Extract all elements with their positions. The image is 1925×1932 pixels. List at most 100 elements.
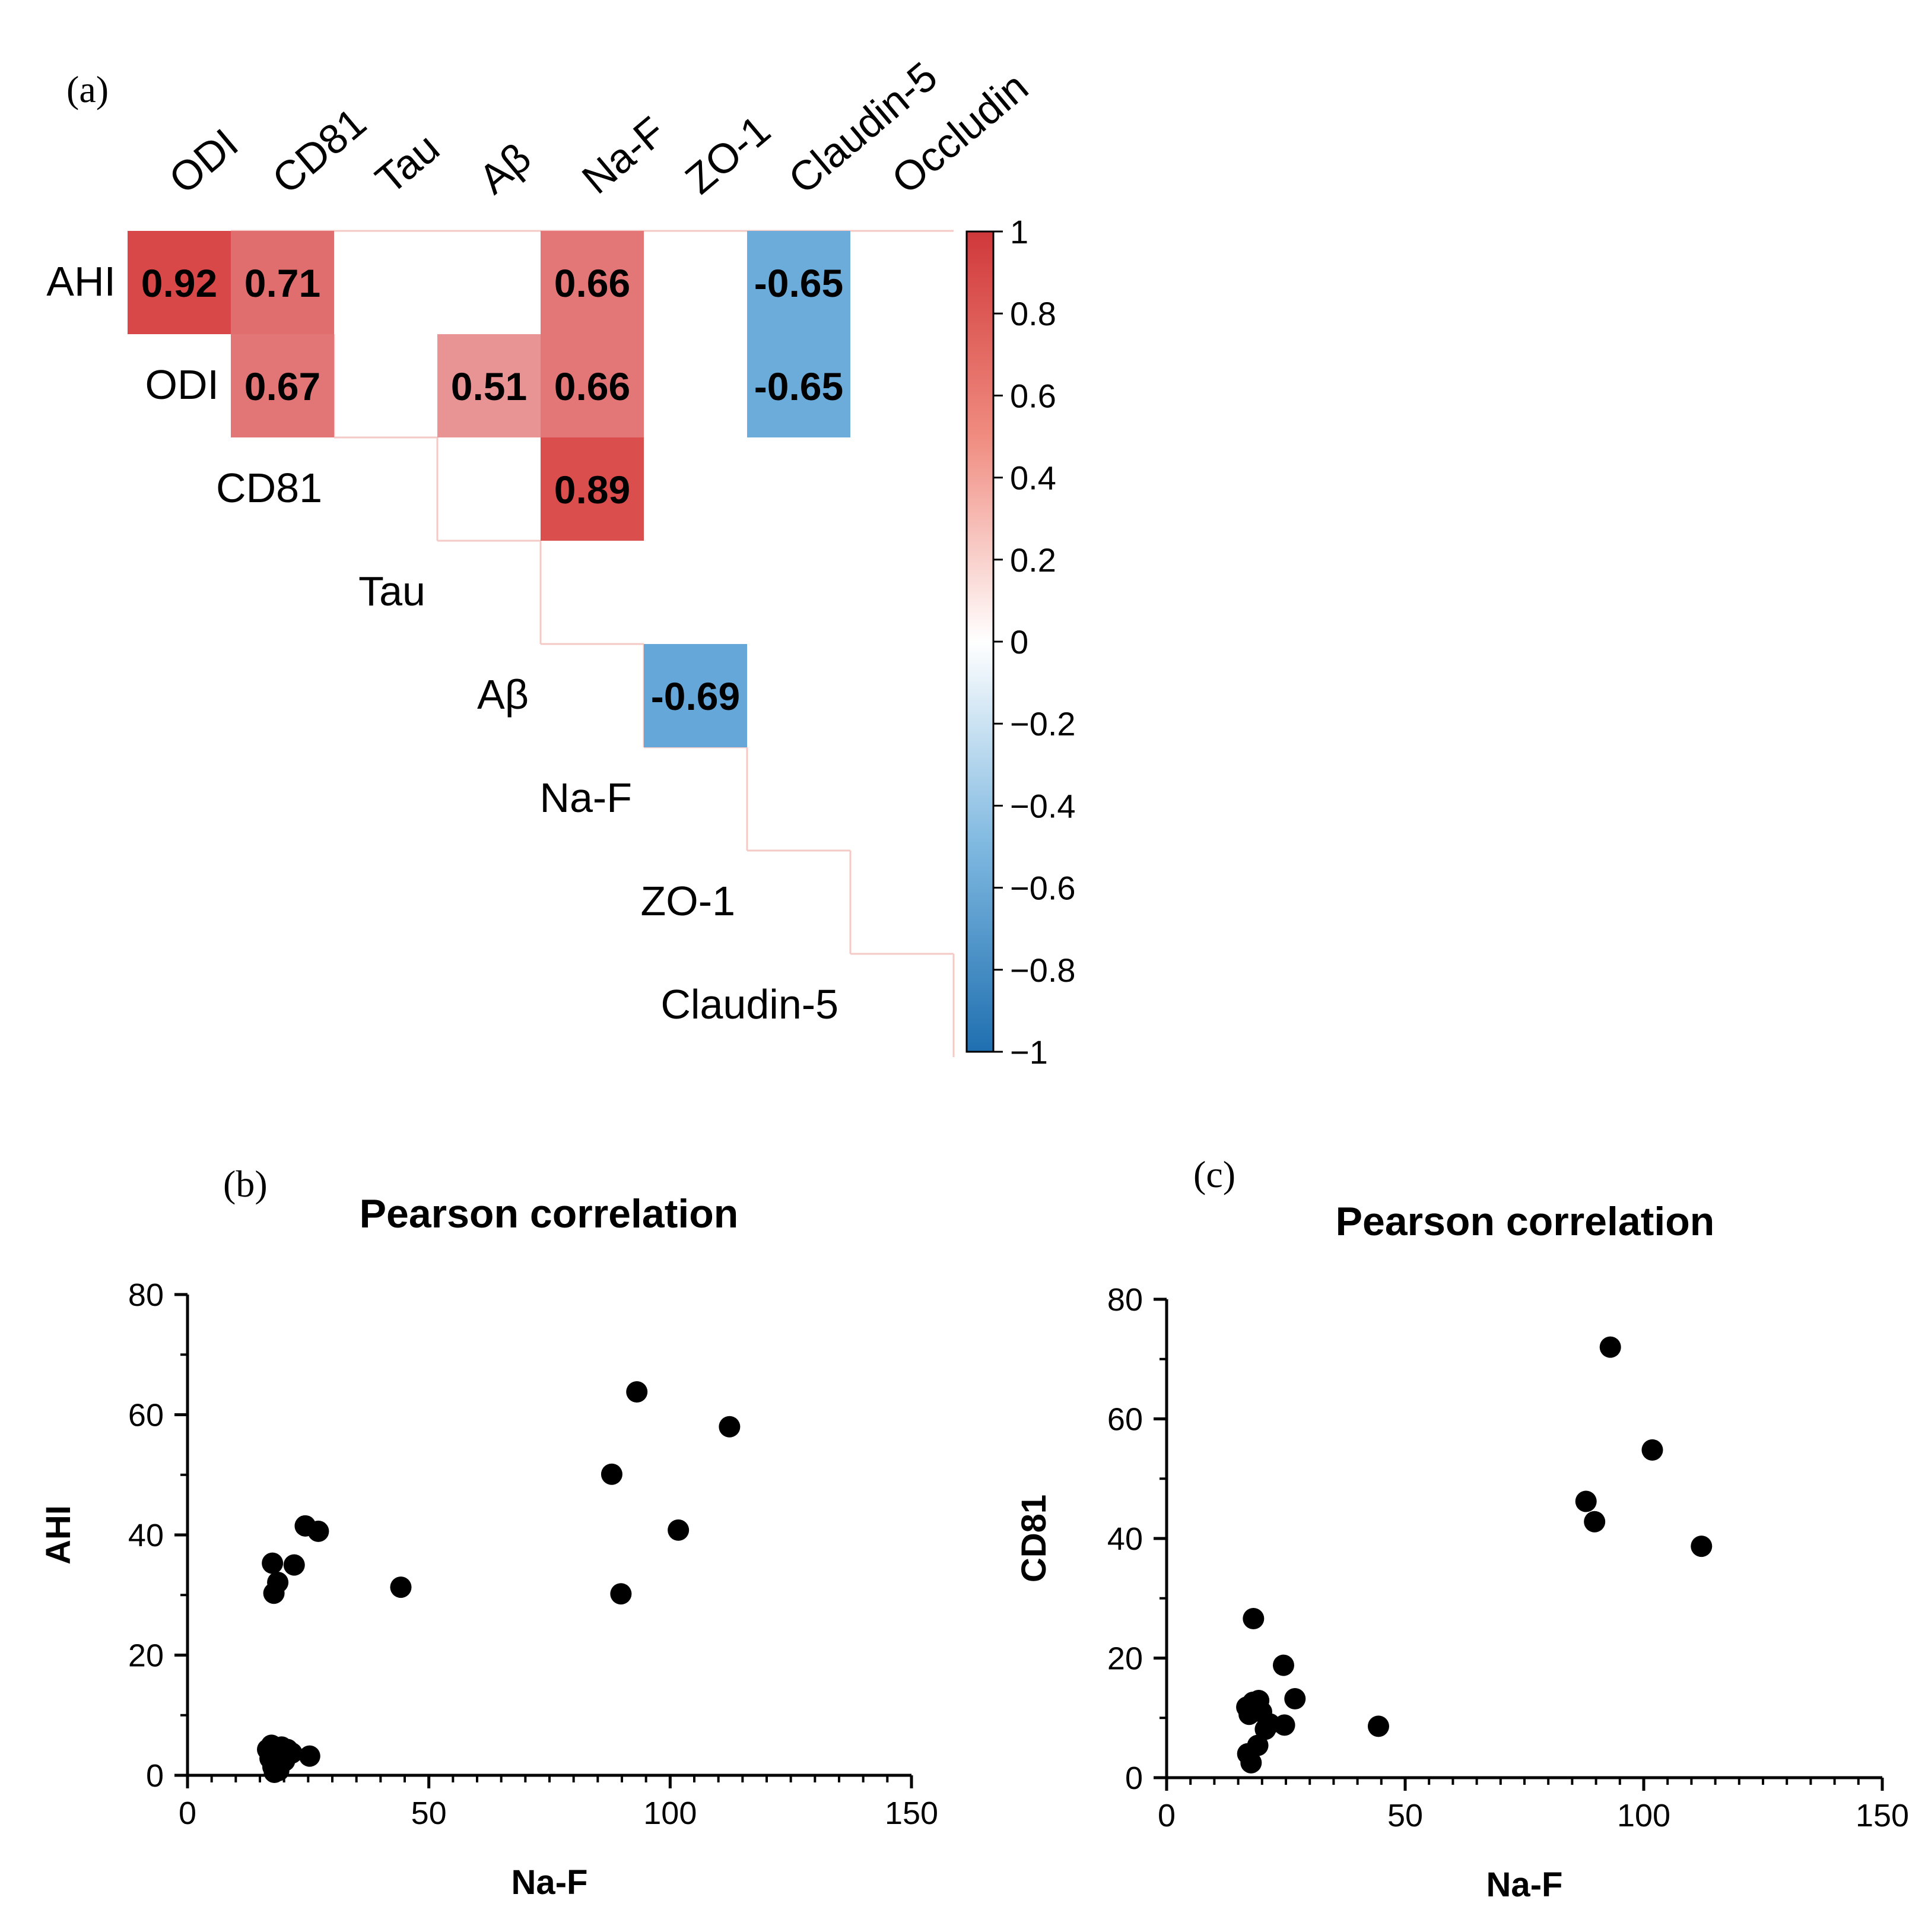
chart-title-b: Pearson correlation [360, 1191, 739, 1236]
y-tick-label: 80 [128, 1277, 164, 1313]
cell-value-odi-cd81: 0.67 [244, 364, 320, 408]
data-point [1273, 1714, 1295, 1736]
data-point [1367, 1715, 1389, 1737]
chart-title-c: Pearson correlation [1336, 1199, 1715, 1244]
cell-odi-claudin-5 [747, 334, 850, 437]
cell-value-ahi-na-f: 0.66 [554, 261, 630, 305]
y-axis-label: AHI [39, 1505, 78, 1565]
cell-odi-cd81 [231, 334, 334, 437]
cell-odi-na-f [541, 334, 644, 437]
x-tick-label: 150 [885, 1795, 938, 1831]
cell-a-zo-1 [644, 644, 747, 747]
cell-cd81-na-f [541, 437, 644, 541]
axes-c: 0 20 40 60 80 0 50 100 150 Na-F CD81 [1015, 1282, 1909, 1904]
points-b [257, 1381, 741, 1783]
colorbar-tick-label: −0.2 [1010, 705, 1076, 743]
row-label-claudin-5: Claudin-5 [660, 981, 838, 1027]
x-tick-label: 100 [643, 1795, 697, 1831]
x-axis-label: Na-F [512, 1863, 588, 1902]
row-label-zo-1: ZO-1 [641, 878, 735, 924]
cell-value-a-zo-1: -0.69 [651, 674, 740, 718]
x-tick-label: 150 [1856, 1798, 1909, 1833]
y-tick-label: 0 [1125, 1760, 1143, 1796]
data-point [1691, 1536, 1713, 1557]
x-tick-label: 50 [411, 1795, 447, 1831]
scatter-panel-c: (c) Pearson correlation 0 20 40 60 80 0 50 100 1… [1015, 1153, 1909, 1904]
cell-value-odi-a: 0.51 [451, 364, 527, 408]
cell-value-ahi-cd81: 0.71 [244, 261, 320, 305]
x-axis-label: Na-F [1486, 1866, 1563, 1904]
data-point [307, 1520, 329, 1542]
x-tick-label: 100 [1617, 1798, 1670, 1833]
x-tick-label: 0 [1158, 1798, 1176, 1833]
colorbar-tick-label: 0.4 [1010, 459, 1056, 497]
colorbar-tick-label: −1 [1010, 1033, 1048, 1071]
colorbar-tick-label: 0.8 [1010, 295, 1056, 332]
y-tick-label: 20 [1107, 1641, 1143, 1677]
column-label-tau: Tau [367, 124, 448, 202]
colorbar: 1 0.8 0.6 0.4 0.2 0 −0.2 −0.4 −0.6 −0.8 −1 [965, 213, 1076, 1071]
cell-value-odi-na-f: 0.66 [554, 364, 630, 408]
column-label-odi: ODI [160, 120, 246, 203]
data-point [1575, 1490, 1597, 1512]
cell-ahi-odi [128, 231, 231, 334]
data-point [283, 1554, 305, 1576]
x-tick-label: 0 [179, 1795, 196, 1831]
axes-b: 0 20 40 60 80 0 50 100 150 Na-F AHI [39, 1277, 938, 1902]
cell-value-ahi-odi: 0.92 [141, 261, 217, 305]
data-point [263, 1582, 285, 1604]
data-point [626, 1381, 648, 1403]
colorbar-tick-label: −0.6 [1010, 870, 1076, 907]
data-point [1240, 1752, 1262, 1774]
y-tick-label: 60 [1107, 1402, 1143, 1438]
y-axis-label: CD81 [1015, 1495, 1053, 1582]
column-label-na-f: Na-F [573, 108, 674, 203]
y-tick-label: 40 [128, 1518, 164, 1553]
y-tick-label: 0 [146, 1758, 164, 1794]
row-label-cd81: CD81 [216, 465, 322, 511]
colorbar-tick-label: 0 [1010, 623, 1028, 661]
colorbar-tick-label: −0.4 [1010, 787, 1076, 824]
cell-value-ahi-claudin-5: -0.65 [754, 261, 843, 305]
colorbar-tick-label: 1 [1010, 213, 1028, 250]
panel-label-c: (c) [1193, 1153, 1235, 1195]
data-point [281, 1742, 303, 1764]
y-tick-label: 20 [128, 1638, 164, 1674]
data-point [1272, 1654, 1294, 1676]
data-point [601, 1463, 622, 1485]
colorbar-tick-label: 0.6 [1010, 377, 1056, 414]
heatmap-row-labels: AHI ODI CD81 Tau Aβ Na-F ZO-1 Claudin-5 [46, 258, 838, 1027]
colorbar-ticks: 1 0.8 0.6 0.4 0.2 0 −0.2 −0.4 −0.6 −0.8 −1 [993, 213, 1076, 1071]
data-point [390, 1576, 412, 1598]
y-tick-label: 40 [1107, 1521, 1143, 1557]
column-label-zo-1: ZO-1 [676, 106, 779, 202]
row-label-ahi: AHI [46, 258, 116, 304]
cell-ahi-claudin-5 [747, 231, 850, 334]
panel-label-b: (b) [223, 1163, 268, 1205]
y-tick-label: 80 [1107, 1282, 1143, 1318]
data-point [262, 1552, 284, 1574]
colorbar-gradient [965, 230, 995, 1053]
column-label-a: Aβ [470, 134, 539, 203]
row-label-tau: Tau [358, 568, 425, 614]
heatmap-panel: (a) 0.92 0.71 0.66 -0.650.67 0.51 0.66 -0.650.… [46, 53, 1075, 1071]
cell-odi-a [437, 334, 541, 437]
cell-ahi-na-f [541, 231, 644, 334]
colorbar-tick-label: 0.2 [1010, 541, 1056, 579]
column-label-cd81: CD81 [263, 99, 374, 203]
data-point [1254, 1718, 1276, 1740]
data-point [610, 1583, 632, 1605]
row-label-na-f: Na-F [539, 775, 632, 821]
scatter-panel-b: (b) Pearson correlation 0 20 40 60 80 0 50 100 1… [39, 1163, 938, 1902]
data-point [1599, 1336, 1621, 1358]
data-point [263, 1761, 285, 1783]
row-label-a: Aβ [477, 671, 529, 718]
data-point [298, 1745, 320, 1767]
data-point [1641, 1439, 1663, 1461]
panel-label-a: (a) [66, 68, 109, 110]
x-tick-label: 50 [1387, 1798, 1423, 1833]
data-point [1243, 1608, 1265, 1630]
y-tick-label: 60 [128, 1398, 164, 1433]
